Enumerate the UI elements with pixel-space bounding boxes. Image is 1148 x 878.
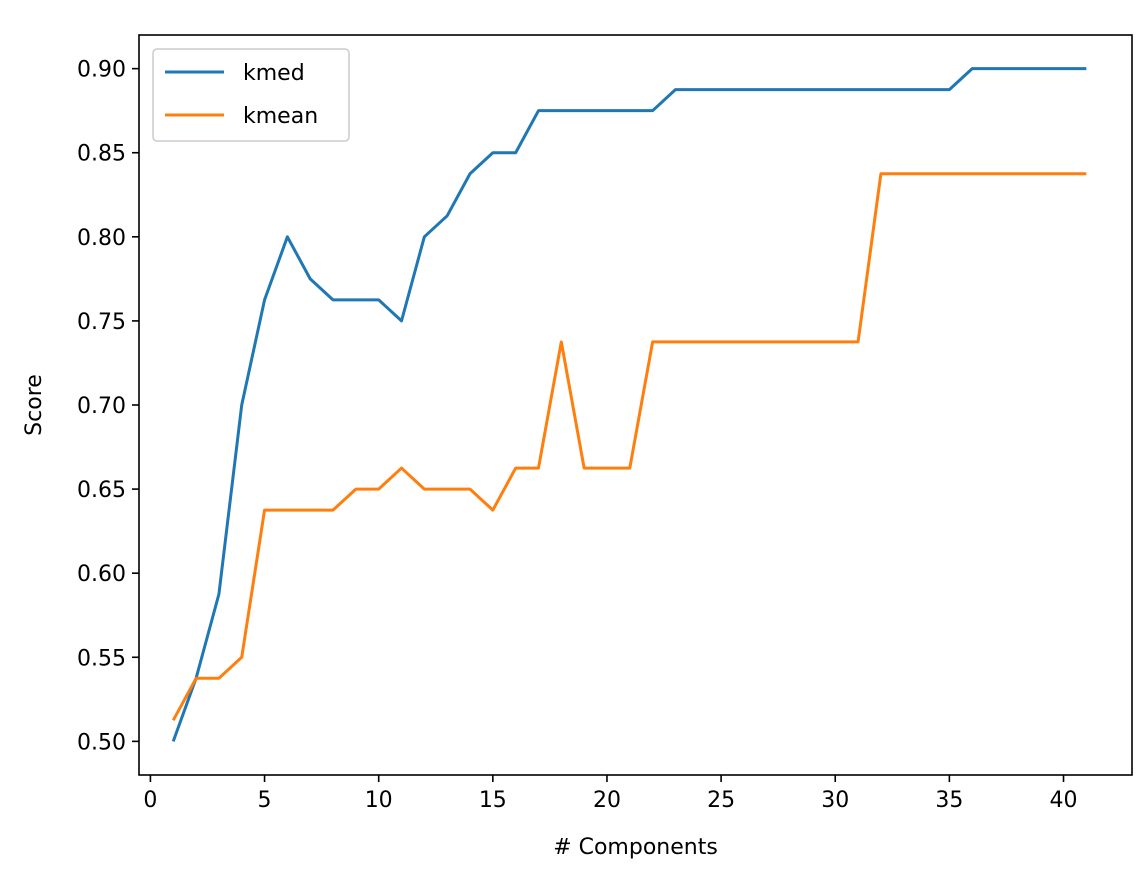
x-tick-label: 25	[707, 788, 735, 813]
y-tick-label: 0.55	[77, 646, 126, 671]
legend-label-kmean: kmean	[243, 104, 318, 129]
y-tick-label: 0.80	[77, 226, 126, 251]
x-axis: 0 5 10 15 20 25 30 35 40	[143, 775, 1078, 813]
legend-label-kmed: kmed	[243, 61, 305, 86]
series-line-kmean	[171, 172, 1087, 722]
x-tick-label: 35	[935, 788, 963, 813]
y-tick-label: 0.65	[77, 478, 126, 503]
x-tick-label: 20	[593, 788, 621, 813]
legend: kmed kmean	[152, 48, 350, 142]
x-tick-label: 5	[258, 788, 272, 813]
x-tick-label: 30	[821, 788, 849, 813]
x-tick-label: 0	[143, 788, 157, 813]
y-tick-label: 0.70	[77, 394, 126, 419]
y-tick-label: 0.60	[77, 562, 126, 587]
y-tick-label: 0.90	[77, 58, 126, 83]
y-tick-label: 0.50	[77, 730, 126, 755]
x-tick-label: 10	[365, 788, 393, 813]
y-axis-label: Score	[22, 374, 47, 436]
y-tick-label: 0.85	[77, 142, 126, 167]
y-tick-label: 0.75	[77, 310, 126, 335]
series-line-kmed	[171, 67, 1087, 742]
y-axis: 0.50 0.55 0.60 0.65 0.70 0.75 0.80 0.85 0.90	[77, 58, 139, 755]
x-axis-label: # Components	[553, 835, 718, 860]
series-layer	[171, 67, 1087, 742]
x-tick-label: 15	[479, 788, 507, 813]
x-tick-label: 40	[1050, 788, 1078, 813]
